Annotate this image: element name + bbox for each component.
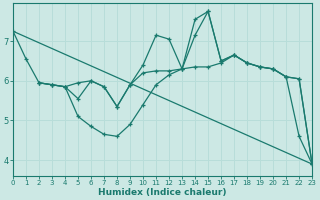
- X-axis label: Humidex (Indice chaleur): Humidex (Indice chaleur): [98, 188, 227, 197]
